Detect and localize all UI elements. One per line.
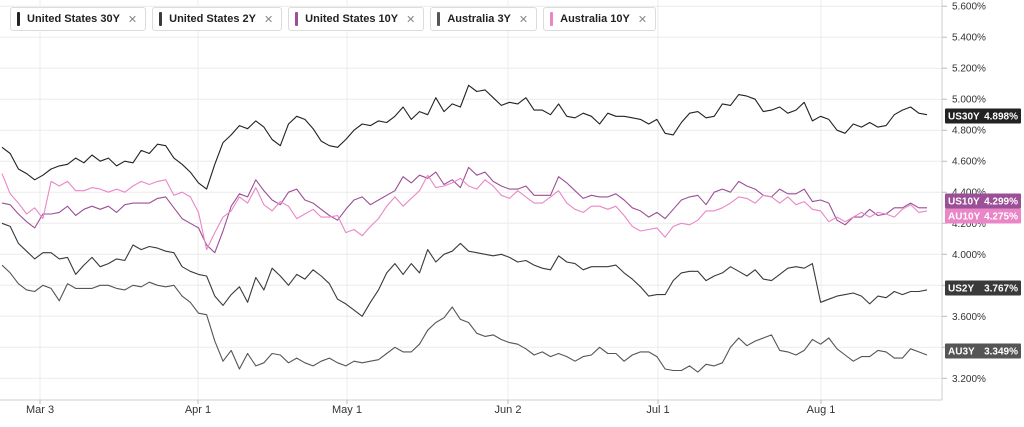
- series-line-us2y[interactable]: [1, 222, 928, 317]
- y-tick-label: 5.200%: [952, 64, 986, 75]
- legend-swatch: [295, 12, 299, 26]
- value-tag-name: US10Y: [948, 197, 980, 208]
- value-tag-value: 4.275%: [984, 212, 1018, 223]
- y-tick-label: 5.000%: [952, 95, 986, 106]
- y-tick-label: 3.200%: [952, 374, 986, 385]
- legend-chip-us2y[interactable]: United States 2Y ✕: [152, 7, 283, 31]
- legend-label: United States 10Y: [305, 13, 399, 25]
- x-tick-label: Mar 3: [26, 404, 54, 416]
- close-icon[interactable]: ✕: [263, 13, 274, 26]
- y-axis-ticks: 5.600% 5.400% 5.200% 5.000% 4.800% 4.600% 4.40…: [942, 2, 986, 385]
- legend-chip-au3y[interactable]: Australia 3Y ✕: [430, 7, 538, 31]
- x-axis-ticks: Mar 3 Apr 1 May 1 Jun 2 Jul 1 Aug 1: [26, 400, 835, 416]
- series-line-au3y[interactable]: [1, 264, 928, 373]
- value-tag-value: 3.349%: [984, 347, 1018, 358]
- value-tag-au10y: AU10Y 4.275%: [945, 208, 1021, 224]
- value-tag-bg: [945, 343, 1021, 359]
- close-icon[interactable]: ✕: [518, 13, 529, 26]
- x-tick-label: Aug 1: [807, 404, 836, 416]
- y-tick-label: 4.000%: [952, 250, 986, 261]
- value-tag-value: 3.767%: [984, 284, 1018, 295]
- legend: United States 30Y ✕ United States 2Y ✕ U…: [10, 7, 657, 31]
- legend-label: United States 2Y: [169, 13, 256, 25]
- value-tag-name: AU3Y: [948, 347, 975, 358]
- value-tag-bg: [945, 208, 1021, 224]
- y-tick-label: 5.400%: [952, 33, 986, 44]
- x-tick-label: Jun 2: [495, 404, 522, 416]
- value-tag-us10y: US10Y 4.299%: [945, 193, 1021, 209]
- series-line-us10y[interactable]: [1, 166, 927, 254]
- x-tick-label: May 1: [332, 404, 362, 416]
- last-value-tags: US30Y 4.898% US2Y 3.767% US10Y 4.299% AU3Y 3.34…: [945, 108, 1021, 359]
- legend-chip-us30y[interactable]: United States 30Y ✕: [10, 7, 147, 31]
- legend-swatch: [550, 12, 554, 26]
- legend-chip-au10y[interactable]: Australia 10Y ✕: [543, 7, 657, 31]
- y-tick-label: 4.400%: [952, 188, 986, 199]
- series-line-us30y[interactable]: [1, 84, 928, 190]
- value-tag-name: US2Y: [948, 284, 974, 295]
- close-icon[interactable]: ✕: [406, 13, 416, 26]
- y-tick-label: 4.600%: [952, 157, 986, 168]
- value-tag-us2y: US2Y 3.767%: [945, 280, 1021, 296]
- value-tag-bg: [945, 193, 1021, 209]
- value-tag-bg: [945, 280, 1021, 296]
- x-tick-label: Jul 1: [646, 404, 669, 416]
- grid: [0, 0, 942, 400]
- value-tag-au3y: AU3Y 3.349%: [945, 343, 1021, 359]
- close-icon[interactable]: ✕: [127, 13, 138, 26]
- series-line-au10y[interactable]: [1, 173, 928, 251]
- value-tag-bg: [945, 108, 1021, 124]
- legend-swatch: [437, 12, 441, 26]
- y-tick-label: 4.200%: [952, 219, 986, 230]
- legend-swatch: [159, 12, 163, 26]
- value-tag-name: US30Y: [948, 112, 980, 123]
- y-tick-label: 5.600%: [952, 2, 986, 13]
- y-tick-label: 4.800%: [952, 126, 986, 137]
- close-icon[interactable]: ✕: [637, 13, 648, 26]
- value-tag-value: 4.299%: [984, 197, 1018, 208]
- legend-label: Australia 3Y: [447, 13, 511, 25]
- y-tick-label: 3.600%: [952, 312, 986, 323]
- value-tag-us30y: US30Y 4.898%: [945, 108, 1021, 124]
- series-lines[interactable]: [1, 84, 928, 373]
- legend-swatch: [17, 12, 20, 26]
- legend-label: United States 30Y: [27, 13, 120, 25]
- value-tag-value: 4.898%: [984, 112, 1018, 123]
- legend-label: Australia 10Y: [560, 13, 630, 25]
- legend-chip-us10y[interactable]: United States 10Y ✕: [288, 7, 425, 31]
- value-tag-name: AU10Y: [948, 212, 981, 223]
- x-tick-label: Apr 1: [185, 404, 211, 416]
